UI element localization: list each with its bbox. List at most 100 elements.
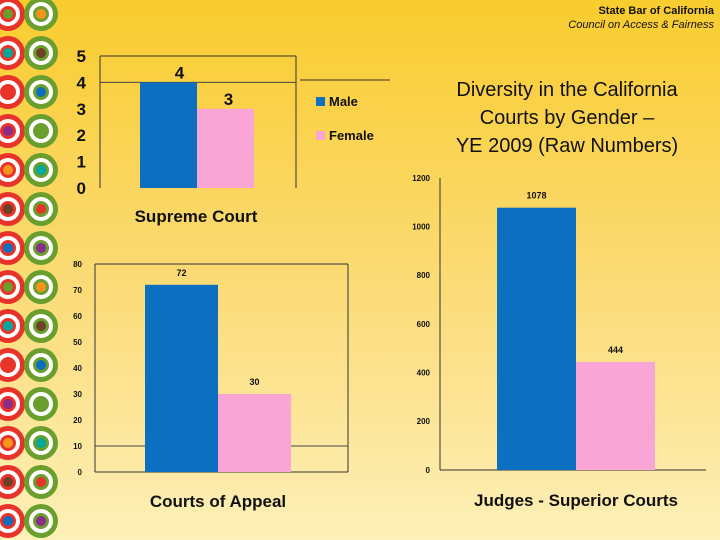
ring-tile-core <box>36 516 46 526</box>
ring-tile-ring <box>29 275 53 299</box>
supreme-data-label-male: 4 <box>175 63 185 82</box>
superior-y-tick: 200 <box>417 417 431 426</box>
appeal-y-tick: 50 <box>73 338 82 347</box>
ring-tile-core <box>36 360 46 370</box>
ring-tile-core <box>36 321 46 331</box>
ring-tile-core <box>3 282 13 292</box>
appeal-y-tick: 0 <box>78 468 83 477</box>
superior-y-tick: 1200 <box>412 174 430 183</box>
ring-tile-core <box>3 321 13 331</box>
ring-tile-ring <box>29 119 53 143</box>
ring-tile-core <box>3 204 13 214</box>
ring-tile-ring <box>0 470 20 494</box>
ring-tile-core <box>3 360 13 370</box>
ring-tile-ring <box>29 41 53 65</box>
superior-data-label-female: 444 <box>608 345 623 355</box>
appeal-y-tick: 70 <box>73 286 82 295</box>
ring-tile-core <box>36 399 46 409</box>
ring-tile-core <box>3 399 13 409</box>
supreme-y-tick: 2 <box>77 126 86 145</box>
ring-tile-core <box>3 126 13 136</box>
ring-tile-ring <box>29 197 53 221</box>
superior-y-tick: 800 <box>417 271 431 280</box>
title-line-2: Courts by Gender – <box>479 107 655 129</box>
appeal-data-label-male: 72 <box>176 268 186 278</box>
appeal-y-tick: 80 <box>73 260 82 269</box>
superior-y-tick: 0 <box>426 466 431 475</box>
ring-tile-ring <box>0 314 20 338</box>
superior-data-label-male: 1078 <box>526 191 546 201</box>
ring-tile-ring <box>29 158 53 182</box>
slide-title: Diversity in the California Courts by Ge… <box>420 76 714 160</box>
ring-tile-core <box>36 87 46 97</box>
appeal-data-label-female: 30 <box>249 377 259 387</box>
ring-tile-core <box>3 165 13 175</box>
ring-tile-ring <box>29 353 53 377</box>
chart-title-appeal: Courts of Appeal <box>149 492 287 511</box>
ring-tile-core <box>36 165 46 175</box>
superior-y-tick: 400 <box>417 368 431 377</box>
ring-tile-ring <box>0 41 20 65</box>
title-line-3: YE 2009 (Raw Numbers) <box>455 135 679 157</box>
ring-tile-ring <box>29 314 53 338</box>
legend-label-female: Female <box>329 128 374 143</box>
superior-bar-female <box>576 361 655 470</box>
ring-tile-ring <box>0 275 20 299</box>
ring-tile-core <box>3 48 13 58</box>
ring-tile-ring <box>29 431 53 455</box>
ring-tile-ring <box>29 236 53 260</box>
legend-swatch-male <box>316 97 325 106</box>
supreme-y-tick: 5 <box>77 47 86 66</box>
appeal-bar-male <box>145 284 218 472</box>
ring-tile-ring <box>29 2 53 26</box>
ring-tile-ring <box>29 80 53 104</box>
ring-tile-core <box>36 204 46 214</box>
appeal-y-tick: 30 <box>73 390 82 399</box>
ring-tile-core <box>3 516 13 526</box>
ring-tile-core <box>36 477 46 487</box>
supreme-y-tick: 0 <box>77 179 86 198</box>
ring-tile-core <box>36 126 46 136</box>
legend-swatch-female <box>316 131 325 140</box>
header-org: State Bar of California <box>598 5 714 17</box>
supreme-y-tick: 3 <box>77 100 86 119</box>
ring-tile-ring <box>0 119 20 143</box>
legend-label-male: Male <box>329 94 358 109</box>
decorative-ring-strip <box>0 0 58 538</box>
appeal-bar-female <box>218 394 291 472</box>
supreme-y-tick: 1 <box>77 153 86 172</box>
ring-tile-ring <box>0 80 20 104</box>
ring-tile-ring <box>0 158 20 182</box>
appeal-y-tick: 60 <box>73 312 82 321</box>
ring-tile-core <box>3 87 13 97</box>
chart-title-superior: Judges - Superior Courts <box>473 491 679 510</box>
superior-bar-male <box>497 207 576 471</box>
ring-tile-core <box>3 9 13 19</box>
ring-tile-core <box>3 243 13 253</box>
ring-tile-core <box>3 438 13 448</box>
ring-tile-ring <box>0 431 20 455</box>
ring-tile-ring <box>0 236 20 260</box>
ring-tile-core <box>36 243 46 253</box>
appeal-y-tick: 10 <box>73 442 82 451</box>
ring-tile-core <box>36 438 46 448</box>
supreme-bar-female <box>197 108 254 188</box>
ring-tile-ring <box>0 392 20 416</box>
title-line-1: Diversity in the California <box>456 79 678 101</box>
ring-tile-ring <box>29 392 53 416</box>
ring-tile-core <box>36 282 46 292</box>
header-council: Council on Access & Fairness <box>568 19 714 31</box>
appeal-y-tick: 40 <box>73 364 82 373</box>
ring-tile-ring <box>29 509 53 533</box>
ring-tile-ring <box>0 197 20 221</box>
ring-tile-ring <box>0 2 20 26</box>
appeal-y-tick: 20 <box>73 416 82 425</box>
supreme-bar-male <box>140 82 197 188</box>
ring-tile-core <box>36 48 46 58</box>
superior-y-tick: 1000 <box>412 222 430 231</box>
ring-tile-core <box>3 477 13 487</box>
supreme-data-label-female: 3 <box>224 90 233 109</box>
